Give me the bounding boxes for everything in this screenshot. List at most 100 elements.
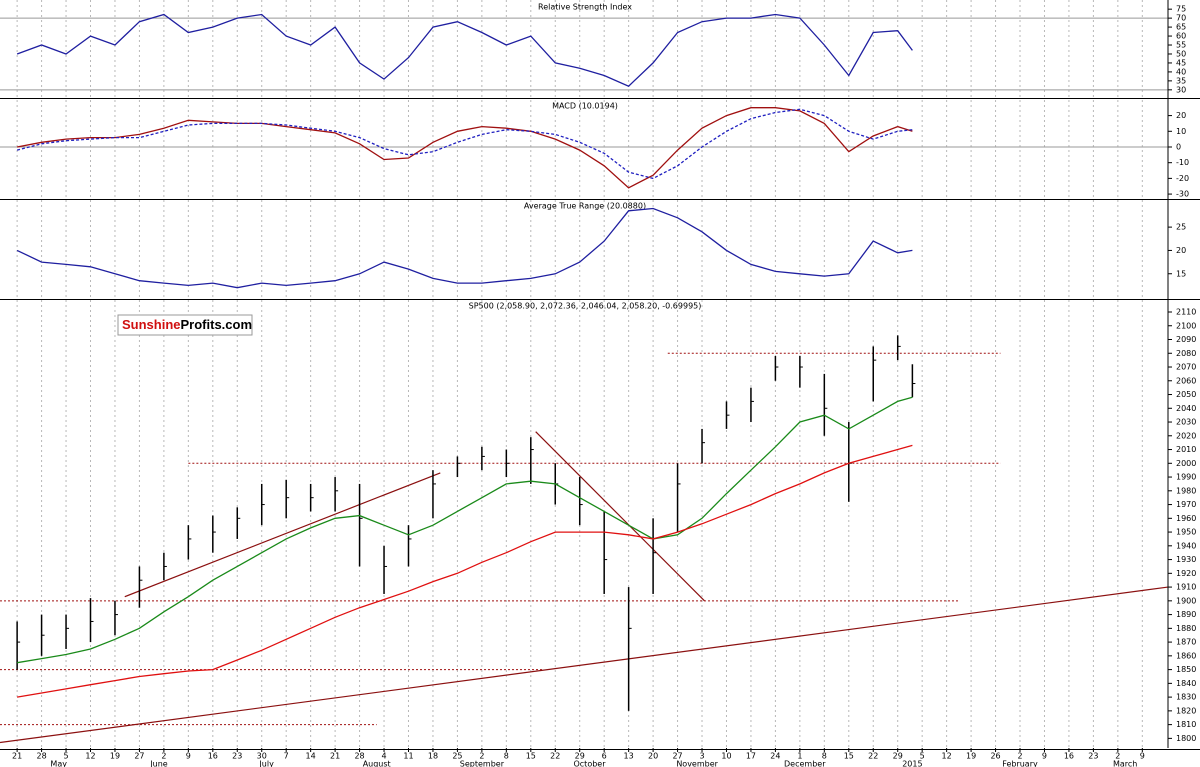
month-label: September — [460, 760, 505, 767]
x-tick-label: 22 — [550, 752, 560, 761]
month-label: November — [676, 760, 718, 767]
x-tick-label: 16 — [1064, 752, 1074, 761]
x-tick-label: 5 — [63, 752, 68, 761]
y-tick-label: 1970 — [1176, 500, 1196, 509]
y-tick-label: 2080 — [1176, 349, 1196, 358]
x-tick-label: 12 — [942, 752, 952, 761]
y-tick-label: 2010 — [1176, 445, 1196, 454]
series-line — [16, 107, 913, 189]
x-tick-label: 7 — [284, 752, 289, 761]
x-tick-label: 21 — [12, 752, 22, 761]
x-tick-label: 23 — [1088, 752, 1098, 761]
y-tick-label: 2020 — [1176, 431, 1196, 440]
y-tick-label: 45 — [1176, 58, 1186, 67]
x-tick-label: 8 — [822, 752, 827, 761]
y-tick-label: 1890 — [1176, 610, 1196, 619]
y-tick-label: 1990 — [1176, 473, 1196, 482]
y-tick-label: 2040 — [1176, 404, 1196, 413]
x-tick-label: 12 — [85, 752, 95, 761]
y-tick-label: 1910 — [1176, 583, 1196, 592]
y-tick-label: 65 — [1176, 23, 1186, 32]
month-label: October — [573, 760, 606, 767]
x-tick-label: 29 — [575, 752, 585, 761]
x-tick-label: 2 — [1115, 752, 1120, 761]
y-tick-label: 1810 — [1176, 720, 1196, 729]
x-tick-label: 27 — [672, 752, 682, 761]
y-tick-label: 60 — [1176, 32, 1186, 41]
y-tick-label: 1840 — [1176, 679, 1196, 688]
y-tick-label: 1930 — [1176, 555, 1196, 564]
y-tick-label: 1850 — [1176, 665, 1196, 674]
x-tick-label: 28 — [36, 752, 46, 761]
x-tick-label: 9 — [1140, 752, 1145, 761]
month-label: 2015 — [902, 760, 922, 767]
month-label: July — [258, 760, 274, 767]
panel-title: SP500 (2,058.90, 2,072.36, 2,046.04, 2,0… — [469, 302, 702, 311]
series-line — [16, 444, 913, 698]
x-tick-label: 23 — [232, 752, 242, 761]
y-tick-label: 1870 — [1176, 638, 1196, 647]
y-tick-label: 25 — [1176, 223, 1186, 232]
x-tick-label: 11 — [403, 752, 413, 761]
y-tick-label: 2070 — [1176, 363, 1196, 372]
y-tick-label: 1940 — [1176, 541, 1196, 550]
series-line — [16, 207, 913, 289]
x-tick-label: 17 — [746, 752, 756, 761]
x-tick-label: 19 — [966, 752, 976, 761]
series-line — [16, 108, 913, 180]
y-tick-label: 2110 — [1176, 308, 1196, 317]
y-tick-label: 55 — [1176, 41, 1186, 50]
logo: SunshineProfits.com — [117, 314, 253, 336]
y-tick-label: 70 — [1176, 14, 1186, 23]
y-tick-label: 1820 — [1176, 706, 1196, 715]
series-line — [16, 13, 913, 87]
month-label: June — [149, 760, 168, 767]
x-tick-label: 2 — [161, 752, 166, 761]
x-tick-label: 25 — [452, 752, 462, 761]
y-tick-label: 35 — [1176, 76, 1186, 85]
x-tick-label: 22 — [868, 752, 878, 761]
x-tick-label: 2 — [479, 752, 484, 761]
y-tick-label: 2000 — [1176, 459, 1196, 468]
y-tick-label: 1960 — [1176, 514, 1196, 523]
y-tick-label: 75 — [1176, 5, 1186, 14]
logo-text: SunshineProfits.com — [122, 317, 252, 332]
x-tick-label: 4 — [381, 752, 386, 761]
y-tick-label: 50 — [1176, 49, 1186, 58]
y-tick-label: 0 — [1176, 142, 1181, 151]
series-line — [16, 396, 913, 664]
x-tick-label: 21 — [330, 752, 340, 761]
x-tick-label: 3 — [699, 752, 704, 761]
x-tick-label: 5 — [920, 752, 925, 761]
y-tick-label: 40 — [1176, 67, 1186, 76]
x-tick-label: 13 — [624, 752, 634, 761]
y-tick-label: 1900 — [1176, 596, 1196, 605]
panel-title: Relative Strength Index — [538, 3, 632, 12]
x-tick-label: 9 — [1042, 752, 1047, 761]
x-tick-label: 10 — [721, 752, 731, 761]
logo-part: Sunshine — [122, 317, 181, 332]
x-tick-label: 20 — [648, 752, 658, 761]
x-tick-label: 14 — [306, 752, 316, 761]
month-label: December — [784, 760, 826, 767]
x-tick-label: 29 — [893, 752, 903, 761]
trend-line — [0, 586, 1169, 744]
x-tick-label: 28 — [354, 752, 364, 761]
y-tick-label: 1800 — [1176, 734, 1196, 743]
y-tick-label: 1830 — [1176, 693, 1196, 702]
panel-title: MACD (10.0194) — [552, 102, 618, 111]
x-tick-label: 19 — [110, 752, 120, 761]
y-tick-label: 20 — [1176, 246, 1186, 255]
month-label: May — [50, 760, 67, 767]
y-tick-label: 30 — [1176, 85, 1186, 94]
x-tick-label: 15 — [844, 752, 854, 761]
y-tick-label: 2050 — [1176, 390, 1196, 399]
y-tick-label: 1920 — [1176, 569, 1196, 578]
y-tick-label: -10 — [1176, 158, 1189, 167]
x-tick-label: 16 — [208, 752, 218, 761]
y-tick-label: 1980 — [1176, 486, 1196, 495]
y-tick-label: 1860 — [1176, 651, 1196, 660]
logo-part: Profits.com — [181, 317, 253, 332]
